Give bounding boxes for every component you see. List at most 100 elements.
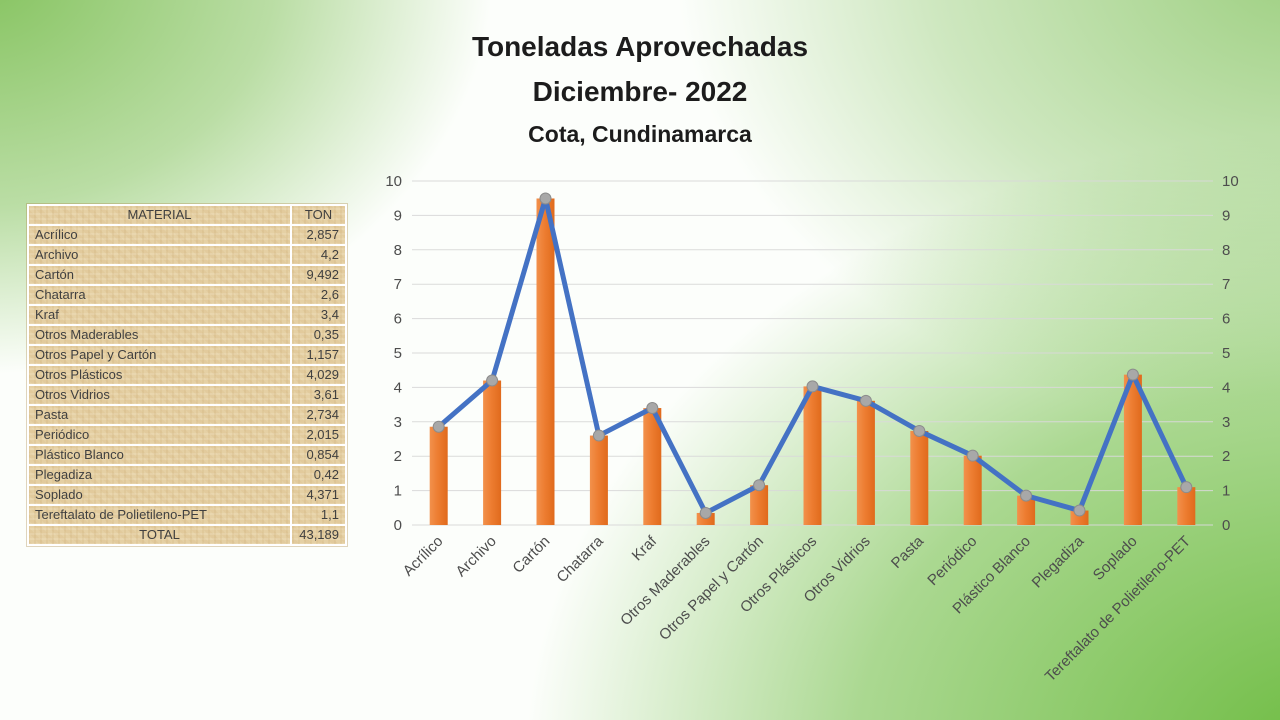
ton-cell: 3,61 [290,384,347,406]
total-label-cell: TOTAL [27,524,292,546]
y-tick-label: 9 [1222,207,1230,224]
y-tick-label: 2 [1222,448,1230,465]
y-tick-label: 6 [1222,311,1230,328]
data-point-marker [1073,504,1086,517]
table-row: Plástico Blanco 0,854 [27,444,347,466]
data-point-marker [646,402,659,415]
x-tick-label: Pasta [888,532,928,572]
y-tick-label: 2 [394,448,402,465]
bar [803,386,822,525]
total-value-cell: 43,189 [290,524,347,546]
ton-cell: 0,42 [290,464,347,486]
material-cell: Acrílico [27,224,292,246]
y-tick-label: 10 [1222,173,1239,190]
y-tick-label: 4 [394,379,402,396]
data-point-marker [486,374,499,387]
y-tick-label: 5 [394,345,402,362]
line-markers [432,192,1193,519]
y-tick-label: 4 [1222,379,1230,396]
material-cell: Tereftalato de Polietileno-PET [27,504,292,526]
bar [536,198,555,525]
data-point-marker [913,424,926,437]
bar [856,400,875,525]
table-row: Archivo 4,2 [27,244,347,266]
material-cell: Otros Maderables [27,324,292,346]
data-point-marker [753,479,766,492]
y-tick-label: 3 [1222,414,1230,431]
x-tick-label: Acrílico [400,533,447,580]
y-tick-label: 7 [394,276,402,293]
bar-series [429,198,1196,525]
y-axis-right: 0 1 2 3 4 5 6 7 8 9 10 [1222,173,1239,534]
x-tick-label: Chatarra [553,532,607,586]
data-point-marker [859,394,872,407]
table-row: Otros Papel y Cartón 1,157 [27,344,347,366]
table-row: Kraf 3,4 [27,304,347,326]
x-tick-label: Soplado [1090,533,1141,584]
x-tick-label: Cartón [509,533,553,577]
page-title: Toneladas Aprovechadas [471,31,809,62]
material-cell: Soplado [27,484,292,506]
ton-cell: 2,015 [290,424,347,446]
material-cell: Otros Papel y Cartón [27,344,292,366]
bar [1017,495,1036,525]
table-row: Acrílico 2,857 [27,224,347,246]
x-tick-label: Kraf [629,532,661,564]
material-cell: Archivo [27,244,292,266]
y-tick-label: 8 [1222,242,1230,259]
x-tick-label: Archivo [453,533,500,580]
y-tick-label: 5 [1222,345,1230,362]
y-tick-label: 0 [1222,517,1230,534]
table-row: Otros Maderables 0,35 [27,324,347,346]
ton-cell: 4,2 [290,244,347,266]
x-tick-label: Periódico [924,533,980,589]
page-subtitle-date: Diciembre- 2022 [532,76,748,107]
chart-title-block: Toneladas Aprovechadas Diciembre- 2022 C… [0,24,1280,150]
table-row: Tereftalato de Polietileno-PET 1,1 [27,504,347,526]
material-cell: Otros Plásticos [27,364,292,386]
ton-cell: 0,854 [290,444,347,466]
bar [910,430,929,525]
table-row: Otros Plásticos 4,029 [27,364,347,386]
ton-cell: 2,857 [290,224,347,246]
bar [429,426,448,525]
y-tick-label: 8 [394,242,402,259]
material-cell: Pasta [27,404,292,426]
y-axis-left: 0 1 2 3 4 5 6 7 8 9 10 [385,173,402,534]
y-tick-label: 3 [394,414,402,431]
table-total-row: TOTAL 43,189 [27,524,347,546]
material-cell: Chatarra [27,284,292,306]
data-point-marker [432,420,445,433]
column-header-ton: TON [290,204,347,226]
table-row: Plegadiza 0,42 [27,464,347,486]
y-tick-label: 10 [385,173,402,190]
page-subtitle-location: Cota, Cundinamarca [528,121,752,147]
ton-cell: 4,029 [290,364,347,386]
materials-table: MATERIAL TON Acrílico 2,857 Archivo 4,2 Cart… [26,203,348,547]
materials-table-grid: MATERIAL TON Acrílico 2,857 Archivo 4,2 Cart… [26,203,348,547]
ton-cell: 3,4 [290,304,347,326]
x-tick-label: Otros Maderables [617,533,713,629]
bar [1123,374,1142,525]
data-point-marker [1020,489,1033,502]
y-tick-label: 1 [394,483,402,500]
material-cell: Plegadiza [27,464,292,486]
y-tick-label: 1 [1222,483,1230,500]
material-cell: Plástico Blanco [27,444,292,466]
data-point-marker [592,429,605,442]
x-tick-label: Plegadiza [1029,532,1088,591]
table-row: Chatarra 2,6 [27,284,347,306]
x-tick-label: Otros Papel y Cartón [656,533,767,644]
data-point-marker [806,380,819,393]
ton-cell: 0,35 [290,324,347,346]
material-cell: Otros Vidrios [27,384,292,406]
material-cell: Kraf [27,304,292,326]
column-header-material: MATERIAL [27,204,292,226]
data-point-marker [1180,481,1193,494]
bar [963,455,982,525]
table-row: Periódico 2,015 [27,424,347,446]
table-row: Otros Vidrios 3,61 [27,384,347,406]
bar [750,485,769,525]
